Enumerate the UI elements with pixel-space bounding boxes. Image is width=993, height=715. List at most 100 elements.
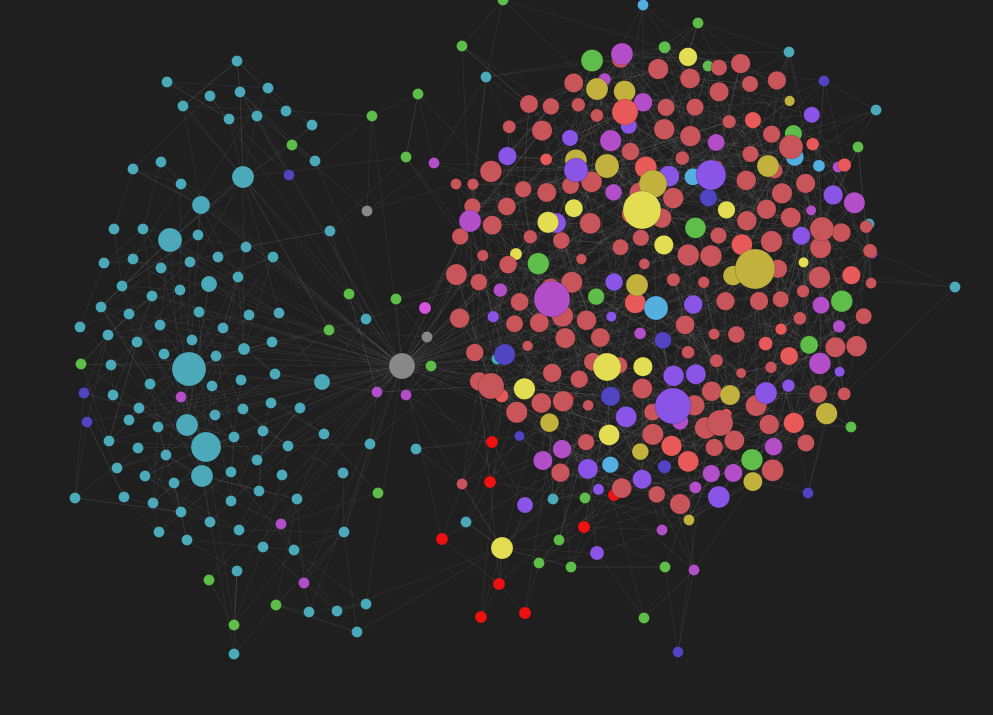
graph-edge xyxy=(208,256,274,285)
graph-node xyxy=(497,146,517,166)
graph-edge xyxy=(490,385,611,397)
graph-edge xyxy=(687,275,734,353)
graph-edge xyxy=(758,300,795,423)
graph-edge xyxy=(180,396,203,477)
graph-node xyxy=(147,497,159,509)
graph-edge xyxy=(664,47,696,108)
graph-node xyxy=(661,435,683,457)
graph-node xyxy=(309,155,321,167)
graph-edge xyxy=(619,300,726,366)
graph-edge xyxy=(546,106,552,193)
graph-edge xyxy=(107,324,161,336)
graph-edge xyxy=(570,185,638,286)
graph-node xyxy=(783,412,805,434)
graph-edge xyxy=(186,424,258,461)
graph-node xyxy=(734,248,776,290)
graph-edge xyxy=(736,334,836,348)
graph-edge xyxy=(415,441,493,450)
graph-node xyxy=(587,288,605,306)
graph-node xyxy=(561,129,579,147)
graph-edge xyxy=(538,526,585,564)
graph-node xyxy=(805,205,817,216)
graph-edge xyxy=(766,156,796,210)
graph-node xyxy=(502,119,517,134)
graph-node xyxy=(243,309,255,321)
graph-edge xyxy=(501,494,657,549)
graph-edge xyxy=(267,87,313,126)
graph-edge xyxy=(356,547,503,633)
graph-edge xyxy=(575,169,636,303)
graph-edge xyxy=(500,289,566,339)
graph-edge xyxy=(560,365,620,473)
graph-node xyxy=(611,98,639,126)
graph-edge xyxy=(773,385,789,447)
graph-edge xyxy=(585,441,696,488)
graph-edge xyxy=(545,111,626,160)
graph-edge xyxy=(287,365,403,447)
graph-edge xyxy=(501,547,572,568)
graph-edge xyxy=(186,283,210,426)
graph-node xyxy=(659,561,671,573)
graph-node xyxy=(577,520,591,534)
graph-edge xyxy=(395,298,428,338)
graph-edge xyxy=(233,570,238,626)
graph-edge xyxy=(504,354,569,400)
graph-node xyxy=(516,496,534,514)
graph-edge xyxy=(401,316,494,367)
graph-edge xyxy=(113,168,134,230)
graph-edge xyxy=(740,300,760,374)
graph-node xyxy=(529,312,550,333)
graph-edge xyxy=(100,306,151,385)
graph-edge xyxy=(618,365,654,435)
graph-edge xyxy=(233,549,295,626)
graph-node xyxy=(764,361,778,374)
graph-node xyxy=(681,345,695,359)
graph-edge xyxy=(725,414,774,447)
graph-node xyxy=(275,518,287,530)
graph-edge xyxy=(507,82,574,157)
graph-edge xyxy=(478,281,515,324)
graph-edge xyxy=(490,169,577,172)
graph-node xyxy=(761,459,784,482)
graph-edge xyxy=(239,91,244,178)
graph-node xyxy=(837,387,852,401)
graph-node xyxy=(795,173,816,194)
graph-node xyxy=(155,156,167,168)
graph-node xyxy=(641,423,664,446)
graph-node xyxy=(852,141,864,153)
graph-edge xyxy=(766,165,820,210)
graph-edge xyxy=(80,363,190,370)
graph-edge xyxy=(575,53,623,161)
graph-node xyxy=(564,198,584,218)
graph-edge xyxy=(275,604,358,633)
graph-edge xyxy=(697,22,790,53)
graph-edge xyxy=(729,80,825,122)
graph-edge xyxy=(541,53,623,131)
graph-node xyxy=(479,160,503,183)
graph-node xyxy=(527,252,550,275)
graph-node xyxy=(611,477,632,499)
graph-edge xyxy=(754,268,767,394)
graph-edge xyxy=(606,366,611,465)
graph-node xyxy=(388,352,416,380)
graph-node xyxy=(519,94,539,114)
graph-edge xyxy=(598,489,695,571)
graph-node xyxy=(806,137,820,151)
graph-edge xyxy=(620,58,712,176)
graph-edge xyxy=(793,344,810,423)
graph-edge xyxy=(217,256,403,367)
graph-edge xyxy=(132,95,211,170)
graph-node xyxy=(855,307,873,325)
graph-edge xyxy=(401,365,480,382)
graph-node xyxy=(160,449,172,461)
graph-edge xyxy=(233,365,403,438)
graph-edge xyxy=(801,235,836,348)
graph-edge xyxy=(121,285,181,291)
graph-node xyxy=(107,389,119,401)
graph-edge xyxy=(401,255,484,367)
graph-edge xyxy=(329,230,367,320)
graph-edge xyxy=(562,315,695,571)
graph-edge xyxy=(690,135,743,245)
graph-edge xyxy=(80,334,109,365)
graph-node xyxy=(576,310,597,331)
